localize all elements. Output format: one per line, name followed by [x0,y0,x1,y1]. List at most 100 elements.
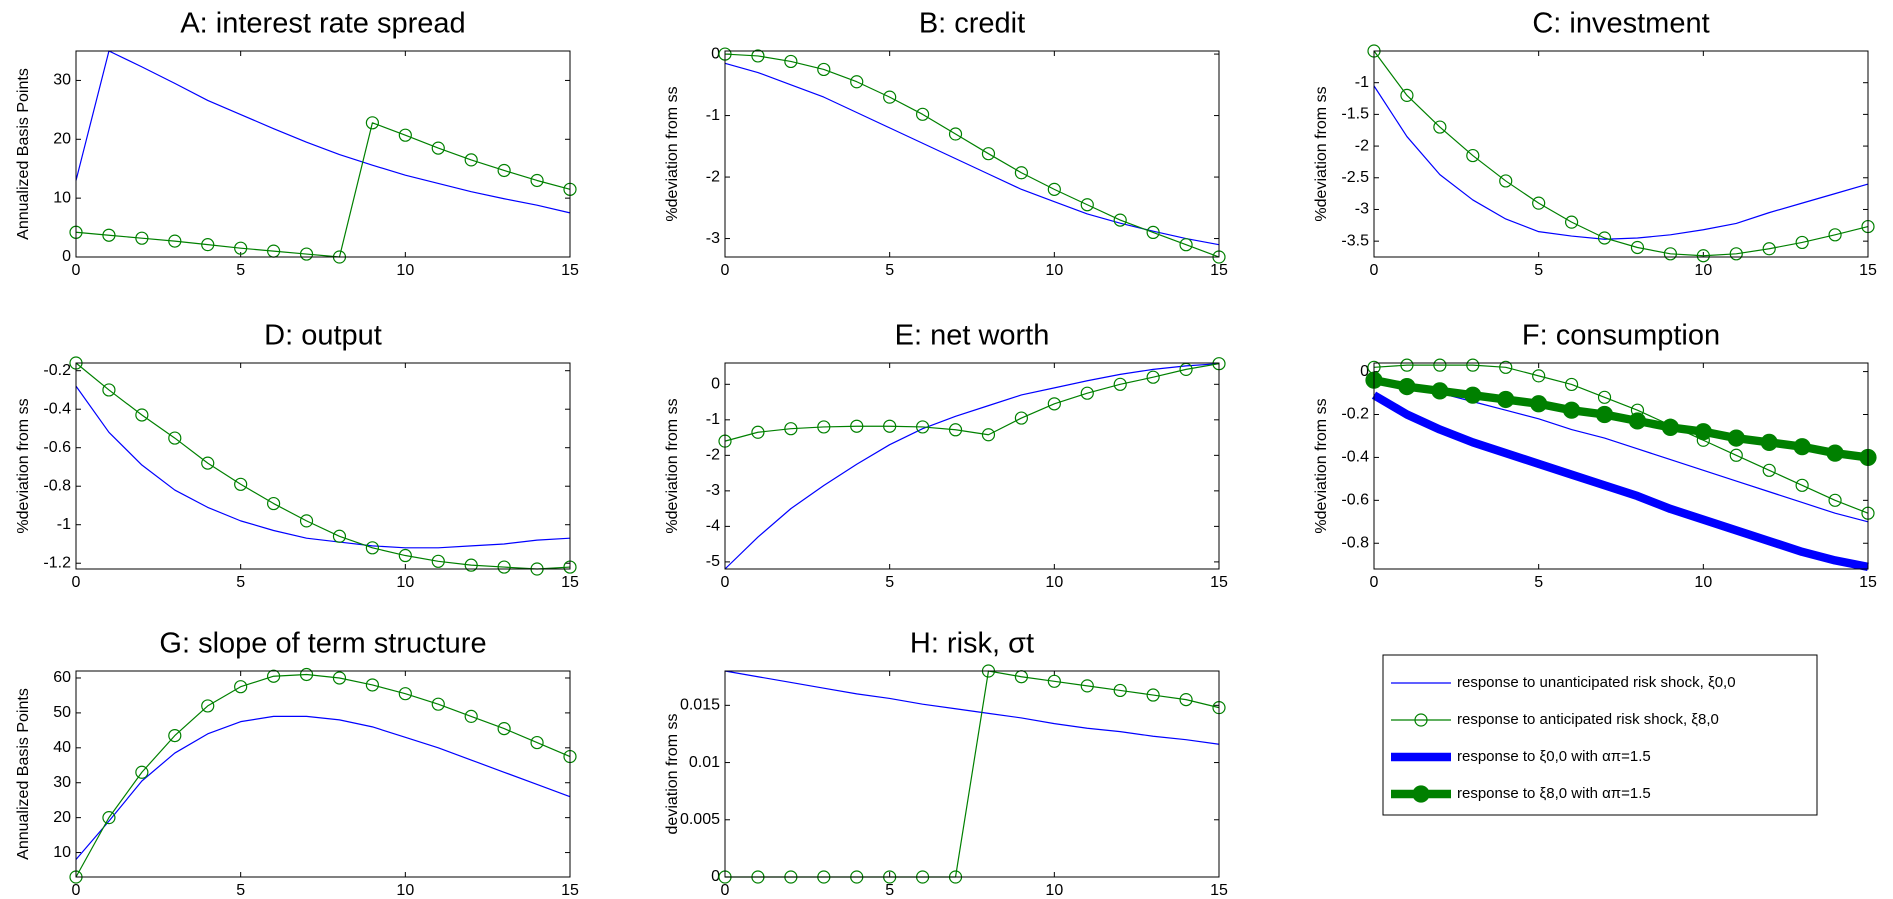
marker [1014,166,1029,180]
plot-frame [724,670,1220,878]
marker [530,173,544,188]
x-tick-label: 10 [1045,262,1063,279]
marker [1047,182,1061,196]
plot-frame [75,362,571,570]
series-line [75,673,571,878]
marker [135,408,149,422]
plot-frame [1373,362,1869,570]
series-line [724,62,1220,246]
y-tick-label: -2 [1355,137,1369,154]
x-tick-label: 10 [396,574,414,591]
y-tick-label: -4 [706,518,720,535]
marker [1113,377,1127,391]
y-tick-label: 20 [53,131,71,148]
series-line [75,385,571,549]
marker [332,671,347,685]
series-line [724,670,1220,745]
marker [168,431,182,445]
marker [1795,235,1809,250]
marker [1795,478,1809,492]
y-tick-label: 0.015 [680,697,720,714]
marker [102,811,116,825]
y-tick-label: -0.4 [1341,449,1369,466]
marker [948,127,963,141]
marker [1047,674,1061,688]
y-axis-label: %deviation from ss [15,398,32,533]
series-line [1373,377,1869,523]
series-line [724,363,1220,442]
y-tick-label: -1 [1355,74,1369,91]
chart-title: C: investment [1532,8,1709,40]
y-tick-label: 0 [711,868,720,885]
marker [168,728,182,743]
x-tick-label: 5 [885,574,894,591]
x-tick-label: 5 [1534,262,1543,279]
y-tick-label: -2.5 [1341,169,1369,186]
y-tick-label: -3 [706,482,720,499]
y-tick-label: -0.4 [43,400,71,417]
series-line [1373,376,1869,462]
x-tick-label: 5 [236,574,245,591]
marker [299,247,314,261]
x-tick-label: 5 [885,882,894,899]
y-tick-label: -0.6 [43,439,71,456]
y-tick-label: -0.2 [1341,406,1369,423]
marker [365,116,379,130]
marker [981,147,996,161]
x-tick-label: 10 [1045,574,1063,591]
marker [168,234,182,248]
marker [1431,382,1449,400]
series-line [1371,391,1869,571]
marker [1433,120,1447,134]
y-tick-label: 50 [53,704,71,721]
marker [1762,242,1776,256]
y-axis-label: Annualized Basis Points [15,68,32,240]
marker [102,383,116,397]
marker [398,128,412,142]
chart-title: D: output [264,320,382,352]
x-tick-label: 0 [72,882,81,899]
marker [915,420,930,434]
series-line [1373,50,1869,257]
chart-title: G: slope of term structure [159,628,486,660]
series-line [1373,364,1869,514]
marker [915,107,930,121]
marker [464,153,478,167]
chart-title: H: risk, σt [910,628,1034,660]
y-axis-label: Annualized Basis Points [15,688,32,860]
marker [267,496,281,511]
x-tick-label: 15 [1859,574,1877,591]
chart-title: F: consumption [1522,320,1720,352]
y-axis-label: %deviation from ss [664,86,681,221]
chart-title: E: net worth [895,320,1050,352]
y-tick-label: -3 [1355,201,1369,218]
marker [850,75,864,89]
x-tick-label: 15 [1210,262,1228,279]
legend-label: response to unanticipated risk shock, ξ0… [1457,674,1736,691]
chart-title: B: credit [919,8,1025,40]
marker [1080,386,1094,400]
marker [497,560,511,574]
marker [1080,679,1094,693]
y-tick-label: 60 [53,669,71,686]
x-tick-label: 0 [1370,574,1379,591]
marker [784,54,798,69]
chart-title: A: interest rate spread [180,8,465,40]
marker [1047,397,1061,411]
x-tick-label: 5 [236,262,245,279]
marker [981,428,996,442]
y-tick-label: -2 [706,168,720,185]
marker [1530,395,1548,413]
series-line [75,362,571,570]
series-line [725,670,1220,878]
series-line [75,122,571,258]
marker [948,423,963,437]
x-tick-label: 10 [1694,262,1712,279]
marker [1146,688,1160,702]
y-tick-label: -1.2 [43,554,71,571]
marker [850,419,864,433]
x-tick-label: 10 [396,262,414,279]
marker [431,141,445,155]
y-tick-label: 20 [53,809,71,826]
